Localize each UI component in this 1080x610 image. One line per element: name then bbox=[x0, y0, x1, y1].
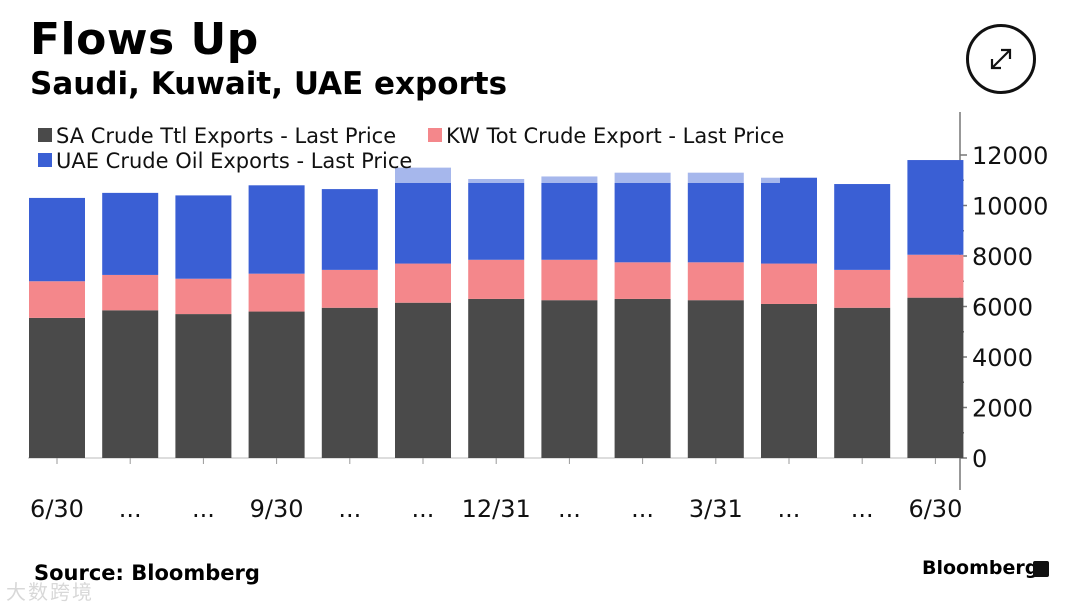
x-tick-label: ... bbox=[631, 495, 654, 523]
y-tick-label: 4000 bbox=[972, 344, 1033, 372]
brand-logo: Bloomberg bbox=[922, 557, 1039, 579]
legend-label-uae: UAE Crude Oil Exports - Last Price bbox=[56, 149, 412, 173]
bar-sa bbox=[834, 307, 891, 458]
legend-label-sa: SA Crude Ttl Exports - Last Price bbox=[56, 124, 396, 148]
bar-uae bbox=[395, 167, 451, 264]
source-note: Source: Bloomberg bbox=[34, 561, 260, 585]
bar-sa bbox=[761, 303, 817, 458]
bar-kw bbox=[248, 273, 305, 312]
bar-uae bbox=[468, 178, 525, 260]
x-tick-label: 6/30 bbox=[30, 495, 84, 523]
bar-sa bbox=[468, 298, 525, 458]
y-tick-label: 6000 bbox=[972, 294, 1033, 322]
x-tick-label: 12/31 bbox=[462, 495, 531, 523]
bar-uae bbox=[29, 197, 85, 282]
bar-kw bbox=[395, 263, 451, 303]
bar-sa bbox=[541, 300, 598, 458]
bar-kw bbox=[907, 254, 964, 298]
bar-uae bbox=[907, 160, 964, 255]
bar-sa bbox=[907, 297, 964, 458]
expand-arrows-icon bbox=[990, 48, 1012, 70]
bar-sa bbox=[248, 311, 305, 458]
bar-kw bbox=[541, 259, 598, 301]
bar-uae bbox=[102, 192, 159, 275]
bar-uae bbox=[248, 185, 305, 274]
x-tick-label: ... bbox=[851, 495, 874, 523]
bar-uae bbox=[175, 195, 232, 279]
x-tick-label: ... bbox=[119, 495, 142, 523]
watermark: 大数跨境 bbox=[6, 580, 94, 604]
y-tick-label: 10000 bbox=[972, 193, 1048, 221]
y-tick-label: 0 bbox=[972, 445, 987, 473]
bar-sa bbox=[614, 298, 671, 458]
bar-kw bbox=[614, 262, 671, 299]
bar-kw bbox=[834, 269, 891, 308]
bloomberg-mark-icon bbox=[1033, 561, 1049, 577]
bar-kw bbox=[687, 262, 744, 301]
legend-swatch-kw bbox=[428, 128, 442, 142]
bar-sa bbox=[29, 317, 85, 458]
x-tick-label: 9/30 bbox=[250, 495, 304, 523]
x-tick-label: ... bbox=[778, 495, 801, 523]
bar-uae bbox=[321, 189, 378, 270]
bar-uae bbox=[614, 172, 671, 263]
bar-kw bbox=[102, 274, 159, 311]
x-tick-label: ... bbox=[558, 495, 581, 523]
bar-kw bbox=[468, 259, 525, 299]
legend-swatch-uae bbox=[38, 153, 52, 167]
chart-title: Flows Up bbox=[30, 14, 259, 65]
bar-kw bbox=[29, 281, 85, 318]
y-tick-label: 8000 bbox=[972, 243, 1033, 271]
bar-uae bbox=[834, 184, 891, 270]
y-tick-label: 12000 bbox=[972, 142, 1048, 170]
bar-kw bbox=[321, 269, 378, 308]
bar-uae bbox=[541, 176, 598, 260]
x-tick-label: 3/31 bbox=[689, 495, 743, 523]
x-tick-label: ... bbox=[338, 495, 361, 523]
bar-sa bbox=[321, 307, 378, 458]
bar-uae bbox=[687, 172, 744, 263]
legend-swatch-sa bbox=[38, 128, 52, 142]
bar-sa bbox=[687, 300, 744, 458]
bar-kw bbox=[761, 263, 817, 304]
x-tick-label: ... bbox=[192, 495, 215, 523]
bar-kw bbox=[175, 278, 232, 315]
bar-sa bbox=[102, 310, 159, 458]
legend-background bbox=[30, 113, 780, 183]
legend-label-kw: KW Tot Crude Export - Last Price bbox=[446, 124, 784, 148]
x-tick-label: 6/30 bbox=[908, 495, 962, 523]
bar-sa bbox=[175, 314, 232, 458]
bar-sa bbox=[395, 302, 451, 458]
y-tick-label: 2000 bbox=[972, 395, 1033, 423]
bar-uae bbox=[761, 177, 817, 264]
chart-subtitle: Saudi, Kuwait, UAE exports bbox=[30, 66, 508, 102]
expand-button[interactable] bbox=[966, 24, 1036, 94]
x-tick-label: ... bbox=[412, 495, 435, 523]
